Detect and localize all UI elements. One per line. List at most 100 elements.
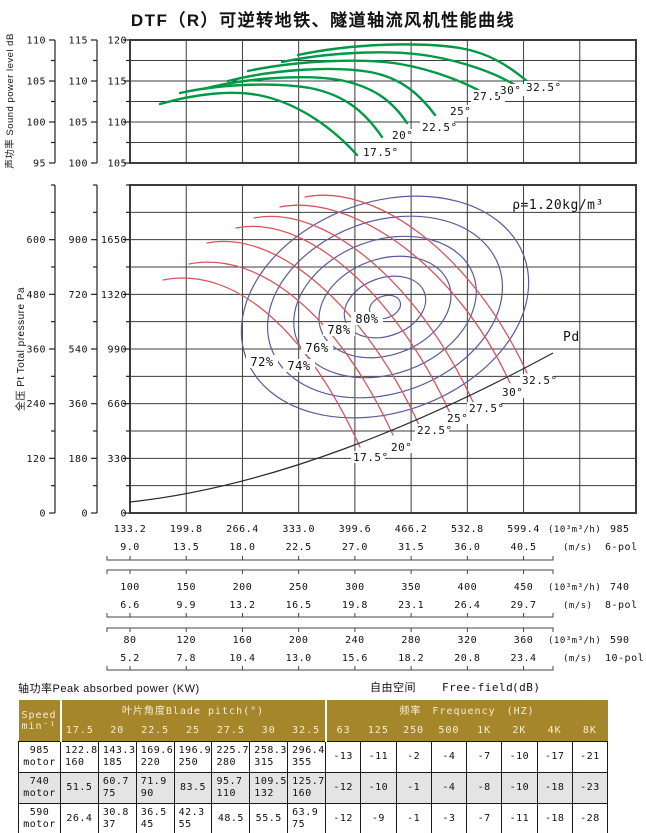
sound-curve-label: 32.5° (526, 81, 562, 94)
label-bg (520, 374, 554, 386)
y-axis-label: 660 (107, 399, 127, 410)
power-cell: 143.3 185 (97, 741, 137, 773)
efficiency-label: 72% (250, 355, 273, 369)
power-value: 26.4 (66, 813, 93, 824)
power-value: 75 (292, 819, 306, 830)
y-axis: 110 105 100 95 (26, 36, 56, 170)
sound-axis-title: 声功率 Sound power level dB (4, 33, 16, 169)
power-value: 296.4 (292, 745, 325, 756)
pitch-curve (162, 277, 361, 448)
flow-value: 333.0 (282, 524, 315, 535)
velocity-value: 6.6 (120, 600, 140, 611)
scale-ruler (106, 613, 554, 618)
freq-cell: -2 (395, 741, 432, 773)
speed-rpm-label: 590 (610, 635, 630, 646)
flow-scale-8-pol: 100 150 200 250 300 350 400 450 (10³m³/h) 740 6.6 9… (106, 569, 637, 618)
y-axis-label: 330 (107, 454, 127, 465)
freq-cell: -8 (466, 772, 503, 804)
speed-header-line: Speed (21, 709, 57, 721)
pitch-curve-label: 20° (391, 441, 412, 454)
pitch-col-header: 32.5 (287, 719, 326, 742)
efficiency-label: 80% (355, 312, 378, 326)
sound-curve-label: 17.5° (363, 146, 399, 159)
flow-value: 280 (401, 635, 421, 646)
power-value: 45 (140, 819, 154, 830)
pitch-curve (279, 204, 511, 384)
efficiency-contour (343, 275, 427, 339)
power-cell: 60.7 75 (97, 772, 137, 804)
footer-absorbed-power-label: 轴功率Peak absorbed power (KW) (18, 681, 200, 695)
flow-value: 120 (176, 635, 196, 646)
velocity-value: 13.5 (173, 542, 199, 553)
freq-cell: -21 (571, 741, 609, 773)
power-cell: 63.9 75 (287, 803, 327, 833)
efficiency-contour (318, 255, 452, 359)
pitch-curves (162, 194, 528, 448)
power-cell: 26.4 (60, 803, 99, 833)
velocity-value: 36.0 (454, 542, 480, 553)
y-axis-label: 105 (68, 118, 88, 129)
free-field-label-cn: 自由空间 (370, 680, 416, 694)
freq-col-header: 4K (537, 719, 573, 742)
power-cell: 51.5 (60, 772, 99, 804)
freq-col-header: 63 (324, 719, 361, 742)
y-axis-label: 105 (107, 159, 127, 170)
pitch-curve-label: 25° (447, 412, 468, 425)
table-row: 590 motor 26.4 30.8 37 36.5 45 42.3 55 48.5 55.5 63… (18, 803, 609, 833)
y-axis-label: 360 (26, 345, 46, 356)
power-value: 160 (292, 788, 312, 799)
power-cell: 42.3 55 (173, 803, 213, 833)
freq-cell: -7 (466, 803, 503, 833)
freq-cell: -12 (325, 772, 362, 804)
flow-value: 240 (345, 635, 365, 646)
y-axis-label: 900 (68, 235, 88, 246)
scale-ruler (106, 569, 554, 574)
pitch-col-header: 17.5 (59, 719, 99, 742)
freq-cell: -1 (395, 803, 432, 833)
table-header-row: Speed min⁻¹ 叶片角度Blade pitch(°) 频率 Frequency… (18, 700, 608, 742)
freq-cell: -10 (360, 772, 397, 804)
flow-value: 100 (120, 582, 140, 593)
power-cell: 225.7 280 (211, 741, 251, 773)
y-axis-label: 540 (68, 345, 88, 356)
flow-unit-label: (10³m³/h) (548, 583, 601, 593)
table-row: 985 motor 122.8 160 143.3 185 169.6 220 196.9 250… (18, 741, 609, 773)
label-bg (498, 84, 532, 96)
y-axis-label: 990 (107, 345, 127, 356)
velocity-value: 7.8 (176, 653, 196, 664)
performance-charts: 声功率 Sound power level dB 全压 Pt Total pre… (4, 33, 644, 695)
pole-label: 10-pol (605, 653, 644, 664)
pitch-col-header: 30 (249, 719, 288, 742)
flow-unit-label: (10³m³/h) (548, 525, 601, 535)
velocity-value: 40.5 (511, 542, 537, 553)
y-axis: 600 480 360 240 120 0 (26, 184, 56, 520)
power-cell: 196.9 250 (173, 741, 213, 773)
power-value: 355 (292, 757, 312, 768)
freq-col-header: 2K (501, 719, 538, 742)
speed-rpm-label: 740 (610, 582, 630, 593)
sound-curve (226, 67, 437, 117)
flow-scale-6-pol: 133.2 199.8 266.4 333.0 399.6 466.2 532.8 599.4… (106, 524, 637, 561)
power-cell: 169.6 220 (135, 741, 175, 773)
power-cell: 30.8 37 (97, 803, 137, 833)
pitch-col-header: 27.5 (211, 719, 250, 742)
speed-value: 985 (29, 745, 50, 756)
power-value: 143.3 (102, 745, 136, 756)
power-value: 30.8 (102, 807, 129, 818)
sound-chart-grid (129, 39, 637, 164)
power-value: 315 (254, 757, 274, 768)
efficiency-contour (293, 235, 477, 379)
y-axis: 900 720 540 360 180 0 (68, 184, 98, 520)
y-axis-label: 105 (26, 77, 46, 88)
power-cell: 55.5 (249, 803, 289, 833)
speed-header-line: min⁻¹ (21, 720, 57, 732)
page-title: DTF（R）可逆转地铁、隧道轴流风机性能曲线 (130, 11, 516, 30)
label-bg (351, 312, 383, 325)
freq-col-header: 8K (572, 719, 608, 742)
sound-curve (280, 51, 517, 87)
pitch-curve (253, 215, 474, 403)
pitch-col-header: 22.5 (136, 719, 175, 742)
table-row: 740 motor 51.5 60.7 75 71.9 90 83.5 95.7 110 109.5… (18, 772, 609, 804)
power-value: 109.5 (254, 776, 287, 787)
flow-value: 150 (176, 582, 196, 593)
